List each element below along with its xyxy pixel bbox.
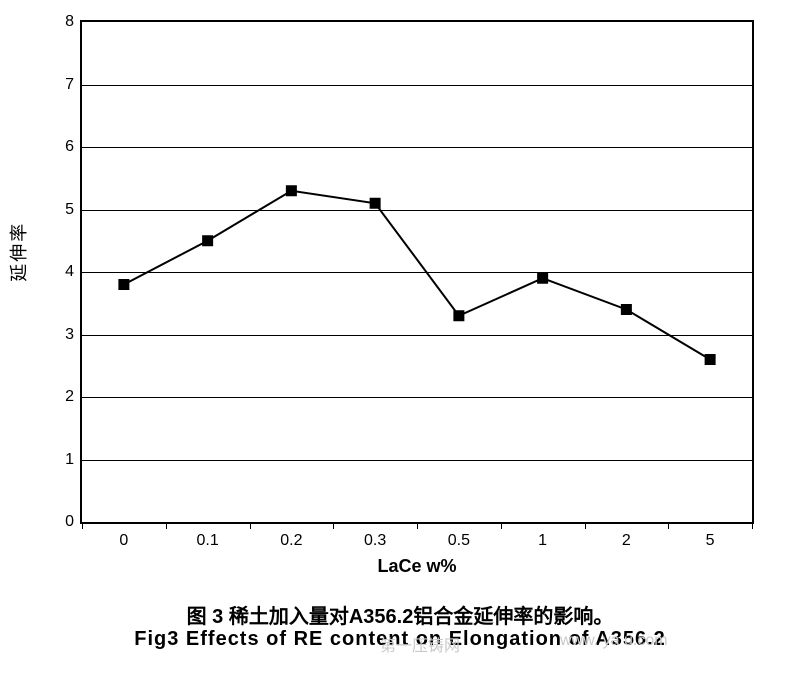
x-tick-label: 5 [706,532,715,550]
gridline [82,85,752,86]
y-tick-label: 4 [65,263,82,281]
x-tick-mark [82,522,83,529]
y-tick-label: 8 [65,13,82,31]
y-tick-label: 1 [65,451,82,469]
x-tick-label: 2 [622,532,631,550]
data-marker [119,280,129,290]
watermark-left: 第一压铸网 [380,632,460,656]
data-marker [370,198,380,208]
y-axis-label: 延伸率 [5,222,31,282]
x-tick-mark [585,522,586,529]
data-marker [454,311,464,321]
plot-area: LaCe w% 01234567800.10.20.30.5125 [80,20,754,524]
watermark-right: www. ya u.com [560,632,668,650]
x-tick-mark [752,522,753,529]
y-tick-label: 2 [65,388,82,406]
x-tick-label: 0 [119,532,128,550]
x-tick-label: 0.1 [197,532,219,550]
x-tick-mark [250,522,251,529]
x-tick-label: 0.3 [364,532,386,550]
gridline [82,397,752,398]
data-marker [203,236,213,246]
gridline [82,272,752,273]
x-tick-label: 0.2 [280,532,302,550]
gridline [82,147,752,148]
y-tick-label: 6 [65,138,82,156]
x-tick-mark [166,522,167,529]
x-tick-mark [417,522,418,529]
gridline [82,210,752,211]
chart-container: 延伸率 LaCe w% 01234567800.10.20.30.5125 图 … [0,0,800,673]
gridline [82,335,752,336]
y-tick-label: 0 [65,513,82,531]
y-tick-label: 7 [65,76,82,94]
data-marker [621,305,631,315]
x-tick-label: 0.5 [448,532,470,550]
data-marker [538,273,548,283]
x-tick-label: 1 [538,532,547,550]
x-tick-mark [668,522,669,529]
gridline [82,460,752,461]
x-tick-mark [333,522,334,529]
data-marker [705,355,715,365]
y-tick-label: 5 [65,201,82,219]
x-tick-mark [501,522,502,529]
data-marker [286,186,296,196]
caption-chinese: 图 3 稀土加入量对A356.2铝合金延伸率的影响。 [0,600,800,629]
x-axis-label: LaCe w% [82,556,752,577]
y-tick-label: 3 [65,326,82,344]
